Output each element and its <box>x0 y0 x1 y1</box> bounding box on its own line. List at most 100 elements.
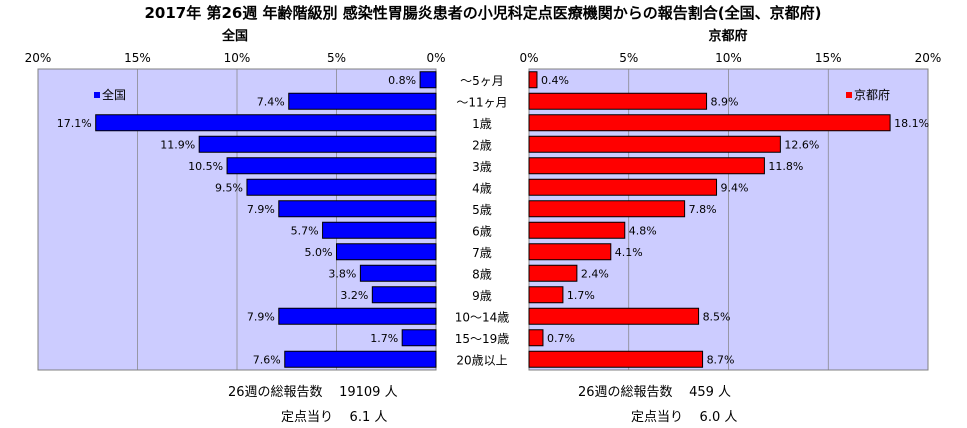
left-data-label: 10.5% <box>188 160 223 173</box>
left-bar <box>336 243 437 261</box>
category-label: 10～14歳 <box>455 310 510 324</box>
right-data-label: 8.9% <box>711 95 739 108</box>
right-legend-label: 京都府 <box>854 87 890 102</box>
right-data-label: 18.1% <box>894 117 929 130</box>
left-data-label: 3.8% <box>328 267 356 280</box>
left-data-label: 9.5% <box>215 181 243 194</box>
right-legend-swatch <box>846 92 852 98</box>
right-bar <box>528 178 718 196</box>
right-data-label: 0.7% <box>547 332 575 345</box>
left-data-label: 11.9% <box>160 138 195 151</box>
right-data-label: 2.4% <box>581 267 609 280</box>
left-bar <box>322 221 437 239</box>
right-bar <box>528 307 700 325</box>
right-bar <box>528 92 708 110</box>
left-bar <box>246 178 437 196</box>
category-label: ～5ヶ月 <box>460 74 504 88</box>
chart-title: 2017年 第26週 年齢階級別 感染性胃腸炎患者の小児科定点医療機関からの報告… <box>144 4 821 22</box>
right-bar <box>528 157 765 175</box>
left-data-label: 1.7% <box>370 332 398 345</box>
kyoto-total: 26週の総報告数 459 人 <box>578 381 731 400</box>
kyoto-total-label: 26週の総報告数 <box>578 385 673 400</box>
kyoto-total-value: 459 人 <box>689 385 732 400</box>
left-panel-title: 全国 <box>221 28 248 44</box>
right-tick-label: 0% <box>519 51 538 65</box>
category-label: 4歳 <box>472 181 492 195</box>
right-data-label: 1.7% <box>567 289 595 302</box>
left-tick-label: 20% <box>25 51 52 65</box>
right-data-label: 11.8% <box>768 160 803 173</box>
right-tick-label: 15% <box>815 51 842 65</box>
national-per-site: 定点当り 6.1 人 <box>281 406 387 425</box>
category-label: 9歳 <box>472 289 492 303</box>
right-data-label: 9.4% <box>721 181 749 194</box>
right-data-label: 4.8% <box>629 224 657 237</box>
left-data-label: 7.6% <box>253 353 281 366</box>
left-bar <box>359 264 437 282</box>
kyoto-per-value: 6.0 人 <box>699 410 738 425</box>
left-bar <box>95 114 437 132</box>
left-legend-label: 全国 <box>102 87 126 102</box>
left-data-label: 7.4% <box>257 95 285 108</box>
category-label: 8歳 <box>472 267 492 281</box>
category-label: ～11ヶ月 <box>456 95 507 109</box>
left-bar <box>288 92 437 110</box>
national-total-label: 26週の総報告数 <box>228 385 323 400</box>
right-data-label: 12.6% <box>784 138 819 151</box>
right-panel-title: 京都府 <box>708 28 747 44</box>
left-bar <box>226 157 437 175</box>
national-total: 26週の総報告数 19109 人 <box>228 381 398 400</box>
national-total-value: 19109 人 <box>339 385 398 400</box>
left-bar <box>401 329 437 347</box>
left-data-label: 7.9% <box>247 310 275 323</box>
right-bar <box>528 243 612 261</box>
category-label: 7歳 <box>472 246 492 260</box>
category-label: 1歳 <box>472 117 492 131</box>
right-bar <box>528 221 626 239</box>
right-bar <box>528 114 891 132</box>
left-bar <box>371 286 437 304</box>
national-per-label: 定点当り <box>281 410 334 425</box>
right-data-label: 8.7% <box>707 353 735 366</box>
left-tick-label: 15% <box>124 51 151 65</box>
left-data-label: 3.2% <box>340 289 368 302</box>
kyoto-per-site: 定点当り 6.0 人 <box>631 406 737 425</box>
left-tick-label: 0% <box>426 51 445 65</box>
left-bar <box>284 350 437 368</box>
category-label: 20歳以上 <box>456 353 507 367</box>
right-bar <box>528 135 781 153</box>
category-label: 5歳 <box>472 203 492 217</box>
right-bar <box>528 350 704 368</box>
left-data-label: 0.8% <box>388 74 416 87</box>
category-label: 2歳 <box>472 138 492 152</box>
right-bar <box>528 71 538 89</box>
left-data-label: 17.1% <box>57 117 92 130</box>
category-label: 15～19歳 <box>455 332 510 346</box>
right-data-label: 8.5% <box>703 310 731 323</box>
category-label: 3歳 <box>472 160 492 174</box>
right-bar <box>528 329 544 347</box>
left-bar <box>419 71 437 89</box>
right-bar <box>528 264 578 282</box>
left-data-label: 5.0% <box>305 246 333 259</box>
left-data-label: 5.7% <box>291 224 319 237</box>
national-per-value: 6.1 人 <box>349 410 388 425</box>
left-bar <box>278 307 437 325</box>
right-tick-label: 10% <box>715 51 742 65</box>
right-bar <box>528 200 686 218</box>
right-data-label: 4.1% <box>615 246 643 259</box>
right-bar <box>528 286 564 304</box>
right-data-label: 7.8% <box>689 203 717 216</box>
left-tick-label: 10% <box>224 51 251 65</box>
left-tick-label: 5% <box>327 51 346 65</box>
left-data-label: 7.9% <box>247 203 275 216</box>
kyoto-per-label: 定点当り <box>631 410 684 425</box>
right-tick-label: 5% <box>619 51 638 65</box>
right-tick-label: 20% <box>915 51 942 65</box>
right-data-label: 0.4% <box>541 74 569 87</box>
left-bar <box>278 200 437 218</box>
left-legend-swatch <box>94 92 100 98</box>
left-bar <box>198 135 437 153</box>
